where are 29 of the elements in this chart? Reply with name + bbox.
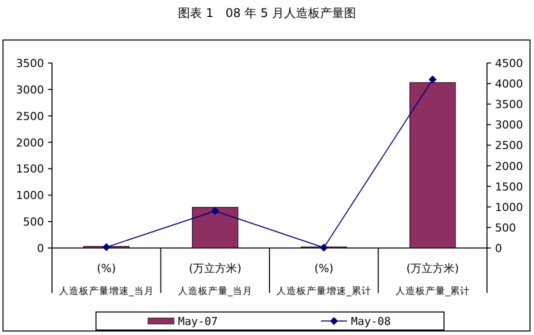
x-tick-label: (万立方米) 人造板产量_当月 xyxy=(178,262,252,297)
y-tick-label: 2500 xyxy=(16,110,44,123)
y2-tick-label: 3000 xyxy=(495,118,523,132)
point xyxy=(320,244,328,252)
point xyxy=(211,207,220,215)
y2-tick-label: 2000 xyxy=(495,160,523,173)
y-tick-label: 2000 xyxy=(16,136,44,150)
y2-tick-label: 1500 xyxy=(495,180,523,194)
y2-tick-label: 4500 xyxy=(495,57,523,70)
chart-title: 图表 1 08 年 5 月人造板产量图 xyxy=(178,6,356,20)
point xyxy=(102,243,110,252)
y2-tick-label: 3500 xyxy=(495,98,523,112)
y-tick-label: 3000 xyxy=(16,83,44,96)
y-tick-label: 1000 xyxy=(16,189,44,202)
y-tick-label: 3500 xyxy=(16,57,44,70)
y-tick-label: 1500 xyxy=(16,162,44,176)
y2-tick-label: 0 xyxy=(495,242,502,255)
x-tick-label: (%) 人造板产量增速_当月 xyxy=(59,262,154,297)
x-tick-label: (万立方米) 人造板产量_累计 xyxy=(395,262,470,297)
y2-tick-label: 1000 xyxy=(495,200,523,214)
point xyxy=(428,75,437,84)
legend-label: May-07 xyxy=(178,315,218,328)
y2-tick-label: 4000 xyxy=(495,78,523,91)
y-tick-label: 500 xyxy=(23,216,44,229)
y2-tick-label: 2500 xyxy=(495,139,523,152)
x-tick-label: (%) 人造板产量增速_累计 xyxy=(276,262,372,297)
y-tick-label: 0 xyxy=(37,242,44,255)
y2-tick-label: 500 xyxy=(495,221,516,234)
legend-label: May-08 xyxy=(351,315,391,328)
